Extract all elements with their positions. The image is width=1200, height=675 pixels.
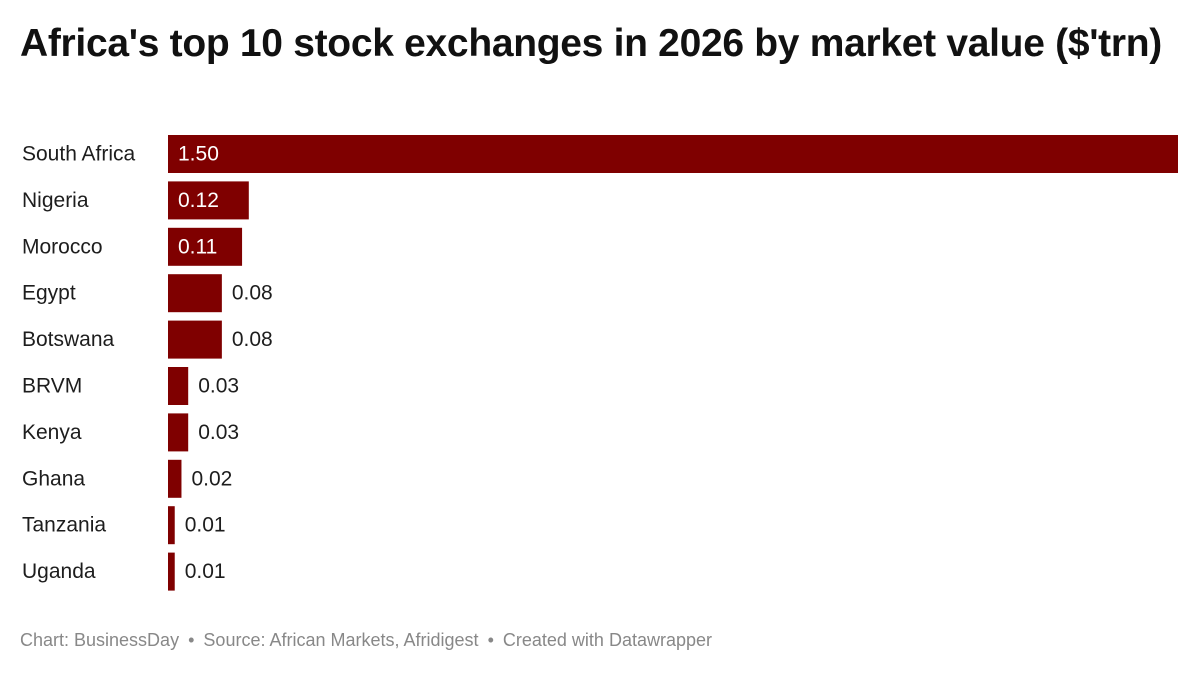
value-label: 0.11 <box>178 235 217 258</box>
value-label: 1.50 <box>178 143 219 166</box>
bar <box>168 506 175 545</box>
bar <box>168 413 189 452</box>
chart-footer: Chart: BusinessDay • Source: African Mar… <box>20 630 712 651</box>
category-label: Ghana <box>22 467 85 490</box>
category-label: Botswana <box>22 328 115 351</box>
bar <box>168 459 182 498</box>
category-label: Kenya <box>22 421 82 444</box>
bar <box>168 552 175 591</box>
bar <box>168 181 249 220</box>
category-label: Egypt <box>22 282 76 305</box>
value-label: 0.01 <box>185 514 226 537</box>
bar-chart: South Africa 1.50 Nigeria 0.12 Morocco 0.11 Eg… <box>22 135 1178 591</box>
bar <box>168 274 222 313</box>
footer-separator: • <box>188 630 195 650</box>
bar <box>168 320 222 359</box>
value-label: 0.03 <box>198 421 239 444</box>
value-label: 0.01 <box>185 560 226 583</box>
category-label: Nigeria <box>22 189 89 212</box>
value-label: 0.08 <box>232 282 273 305</box>
value-label: 0.08 <box>232 328 273 351</box>
category-label: Morocco <box>22 235 103 258</box>
value-label: 0.03 <box>198 375 239 398</box>
chart-title: Africa's top 10 stock exchanges in 2026 … <box>20 22 1162 65</box>
footer-separator: • <box>487 630 494 650</box>
category-label: Tanzania <box>22 514 106 537</box>
chart-source: Source: African Markets, Afridigest <box>203 630 479 650</box>
bar <box>168 135 1178 173</box>
value-label: 0.12 <box>178 189 219 212</box>
bar <box>168 367 189 405</box>
category-label: BRVM <box>22 375 82 398</box>
category-label: South Africa <box>22 143 136 166</box>
chart-credit: Chart: BusinessDay <box>20 630 180 650</box>
category-label: Uganda <box>22 560 96 583</box>
value-label: 0.02 <box>191 467 232 490</box>
created-with: Created with Datawrapper <box>502 630 712 650</box>
bar <box>168 227 243 266</box>
